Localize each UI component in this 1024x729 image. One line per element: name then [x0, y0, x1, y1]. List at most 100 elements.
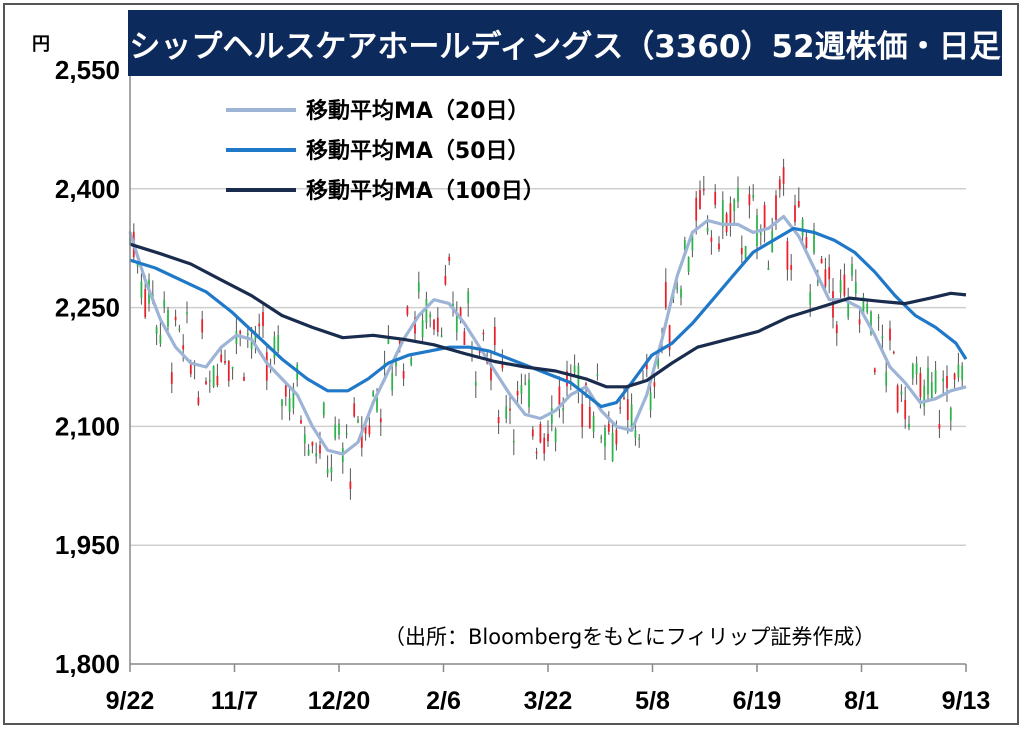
- candle-down: [801, 219, 804, 236]
- candle-up: [748, 194, 751, 206]
- candle-down: [140, 281, 143, 298]
- candle-up: [493, 326, 496, 346]
- candle-down: [706, 227, 709, 232]
- legend-label-ma100: 移動平均MA（100日）: [306, 178, 545, 204]
- candle-up: [873, 368, 876, 373]
- candle-down: [474, 381, 477, 386]
- candle-down: [930, 382, 933, 401]
- candle-up: [718, 243, 720, 250]
- candle-up: [433, 319, 435, 330]
- candle-up: [858, 319, 861, 325]
- candle-up: [319, 445, 321, 454]
- candle-down: [505, 406, 508, 419]
- candle-down: [281, 399, 283, 407]
- candle-down: [330, 467, 333, 473]
- candle-down: [277, 334, 280, 351]
- candle-down: [421, 320, 424, 338]
- candle-up: [144, 289, 147, 318]
- candle-up: [436, 317, 439, 332]
- candle-down: [767, 267, 770, 270]
- ma-lines-group: [128, 214, 968, 456]
- x-tick-label: 12/20: [308, 687, 371, 715]
- candle-up: [448, 256, 451, 261]
- candle-down: [425, 298, 428, 323]
- candle-down: [273, 336, 276, 358]
- candle-up: [714, 191, 717, 205]
- ma100-line: [129, 242, 967, 389]
- candle-up: [516, 390, 519, 396]
- candle-down: [235, 331, 238, 344]
- candle-down: [854, 282, 857, 294]
- candle-up: [300, 420, 302, 424]
- candle-up: [265, 352, 268, 381]
- candle-down: [649, 392, 652, 411]
- candle-up: [463, 331, 466, 345]
- candle-up: [239, 330, 242, 334]
- candle-down: [231, 366, 234, 369]
- candle-down: [908, 423, 910, 428]
- candle-up: [258, 323, 261, 327]
- candle-down: [683, 240, 686, 250]
- source-note: （出所：Bloombergをもとにフィリップ証券作成）: [384, 625, 876, 649]
- candle-down: [573, 365, 576, 373]
- candle-down: [634, 430, 637, 438]
- candle-down: [186, 312, 188, 315]
- candle-up: [778, 179, 781, 190]
- candle-up: [182, 345, 185, 350]
- y-tick-label: 2,250: [55, 293, 120, 323]
- y-tick-label: 2,100: [55, 411, 120, 441]
- candle-down: [136, 262, 139, 267]
- candle-down: [167, 310, 169, 327]
- candle-up: [220, 354, 223, 362]
- candle-down: [744, 246, 747, 259]
- candle-down: [911, 364, 914, 379]
- candle-up: [490, 363, 492, 381]
- candle-down: [687, 256, 690, 272]
- x-tick-label: 5/8: [635, 687, 670, 715]
- candle-down: [520, 385, 523, 394]
- y-unit-label: 円: [32, 34, 50, 55]
- candle-up: [615, 429, 618, 445]
- candle-down: [410, 357, 413, 365]
- candle-down: [372, 391, 375, 397]
- candle-up: [216, 375, 219, 386]
- candle-down: [322, 402, 325, 416]
- candle-down: [246, 333, 249, 336]
- candle-up: [353, 403, 356, 417]
- candle-up: [539, 423, 542, 443]
- candle-up: [824, 269, 827, 287]
- candle-up: [623, 397, 625, 400]
- candle-up: [938, 423, 941, 429]
- x-tick-label: 8/1: [844, 687, 879, 715]
- candle-up: [243, 376, 245, 381]
- chart-frame: [3, 3, 1019, 725]
- candle-up: [892, 351, 895, 354]
- candle-down: [292, 387, 295, 409]
- candle-up: [482, 332, 485, 335]
- candle-down: [178, 328, 181, 331]
- grid-lines: [130, 69, 966, 546]
- candle-up: [478, 351, 481, 353]
- candle-down: [657, 354, 660, 367]
- candle-up: [531, 429, 534, 437]
- candle-up: [786, 241, 789, 270]
- candle-down: [949, 408, 952, 421]
- candle-up: [653, 382, 656, 387]
- candle-down: [163, 299, 166, 308]
- x-tick-label: 3/22: [524, 687, 573, 715]
- candle-up: [668, 325, 671, 350]
- candle-down: [851, 264, 853, 276]
- candle-up: [794, 205, 796, 223]
- candle-up: [444, 275, 447, 285]
- candle-up: [763, 205, 766, 230]
- candle-down: [334, 424, 337, 439]
- candle-up: [360, 427, 363, 448]
- candle-down: [934, 370, 937, 393]
- y-tick-label: 2,400: [55, 174, 120, 204]
- candle-up: [406, 306, 409, 315]
- candle-down: [680, 288, 682, 298]
- candle-up: [224, 360, 226, 364]
- candle-down: [915, 363, 918, 375]
- candle-up: [797, 200, 800, 207]
- axes-group: 2,550 2,400 2,250 2,100 1,950 1,800 9/22 11/7 12…: [55, 55, 990, 715]
